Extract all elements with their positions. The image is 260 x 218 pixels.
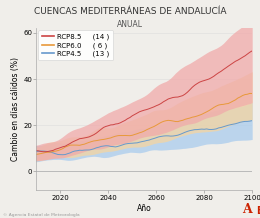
Text: © Agencia Estatal de Meteorología: © Agencia Estatal de Meteorología	[3, 213, 79, 217]
Text: ANUAL: ANUAL	[117, 20, 143, 29]
Text: CUENCAS MEDITERRÁNEAS DE ANDALUCÍA: CUENCAS MEDITERRÁNEAS DE ANDALUCÍA	[34, 7, 226, 15]
Text: E: E	[256, 206, 260, 216]
Legend: RCP8.5     (14 ), RCP6.0     ( 6 ), RCP4.5     (13 ): RCP8.5 (14 ), RCP6.0 ( 6 ), RCP4.5 (13 )	[38, 31, 113, 60]
X-axis label: Año: Año	[137, 204, 152, 213]
Text: A: A	[242, 203, 252, 216]
Y-axis label: Cambio en días cálidos (%): Cambio en días cálidos (%)	[11, 57, 21, 161]
